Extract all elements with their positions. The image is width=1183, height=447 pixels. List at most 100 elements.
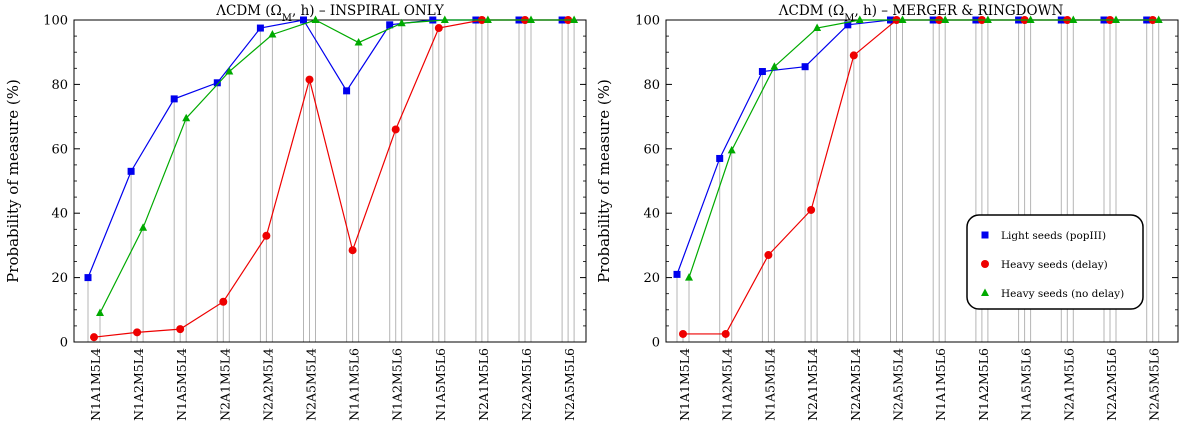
x-category-label: N1A5M5L6 <box>1019 348 1034 421</box>
data-point-triangle <box>96 308 104 317</box>
series-line <box>93 19 569 338</box>
x-category-label: N2A1M5L6 <box>476 348 491 421</box>
data-point-triangle <box>770 62 779 70</box>
data-point-triangle <box>727 145 736 154</box>
data-point-square <box>127 167 135 175</box>
x-category-label: N2A5M5L4 <box>304 348 319 421</box>
data-point-square <box>170 95 178 103</box>
legend-label: Light seeds (popIII) <box>1001 230 1106 242</box>
data-point-triangle <box>354 38 363 46</box>
series-triangle <box>96 15 579 317</box>
chart-title: ΛCDM (ΩM, h) – INSPIRAL ONLY <box>215 3 445 24</box>
series-line <box>99 19 575 314</box>
y-tick-label: 100 <box>635 14 660 29</box>
y-tick-label: 60 <box>643 142 660 157</box>
data-point-triangle <box>311 15 320 23</box>
series-triangle <box>685 15 1163 281</box>
chart-inspiral-only: ΛCDM (ΩM, h) – INSPIRAL ONLY 0 20 40 60 80 100… <box>4 3 587 421</box>
data-point-triangle <box>1112 15 1120 23</box>
series-line <box>87 19 563 278</box>
data-point-triangle <box>483 15 492 23</box>
x-category-label: N1A5M5L6 <box>433 348 448 421</box>
data-point-square <box>386 21 394 29</box>
legend: Light seeds (popIII) Heavy seeds (delay) H… <box>966 214 1144 310</box>
legend-box <box>966 214 1144 310</box>
x-category-label: N2A2M5L6 <box>1104 348 1119 421</box>
data-point-triangle <box>1069 15 1078 23</box>
y-axis: 0 20 40 60 80 100 <box>635 14 1178 351</box>
data-point-triangle <box>182 113 191 122</box>
series-square <box>84 16 566 282</box>
x-category-label: N2A2M5L6 <box>519 348 534 421</box>
x-category-label: N1A1M5L4 <box>677 348 692 421</box>
x-axis: N1A1M5L4 N1A2M5L4 N1A5M5L4 N2A1M5L4 N2A2M5L4… <box>677 348 1162 421</box>
x-category-label: N1A1M5L6 <box>933 348 948 421</box>
data-point-triangle <box>1154 15 1163 23</box>
data-point-triangle <box>397 18 406 27</box>
data-point-circle <box>849 51 858 60</box>
data-point-triangle <box>685 273 693 281</box>
data-point-circle <box>807 205 816 214</box>
data-point-square <box>716 154 724 162</box>
x-category-label: N1A2M5L4 <box>131 348 146 421</box>
y-tick-label: 80 <box>643 78 660 93</box>
legend-marker-circle <box>981 260 989 268</box>
y-tick-label: 20 <box>643 271 660 286</box>
y-tick-label: 40 <box>643 207 660 222</box>
legend-marker-square <box>981 231 989 239</box>
chart-title-prefix: ΛCDM (Ω <box>215 3 281 19</box>
legend-marker-triangle <box>981 288 989 296</box>
data-point-square <box>84 274 92 282</box>
data-point-triangle <box>898 15 907 23</box>
y-axis-label: Probability of measure (%) <box>4 79 22 283</box>
data-point-square <box>300 16 307 24</box>
y-tick-label: 0 <box>60 336 68 351</box>
data-point-triangle <box>855 15 864 23</box>
plot-frame <box>73 19 587 343</box>
chart-title-suffix: , h) – MERGER & RINGDOWN <box>854 3 1063 19</box>
data-point-triangle <box>1026 15 1035 23</box>
data-point-square <box>801 63 809 71</box>
data-point-square <box>673 270 681 278</box>
data-point-circle <box>434 24 443 33</box>
x-category-label: N2A2M5L4 <box>260 348 275 421</box>
data-point-circle <box>721 329 730 338</box>
x-category-label: N1A1M5L4 <box>88 348 103 421</box>
x-category-label: N1A2M5L6 <box>976 348 991 421</box>
data-point-circle <box>90 333 98 342</box>
chart-title-subscript: M <box>282 13 292 24</box>
legend-label: Heavy seeds (delay) <box>1001 259 1108 271</box>
x-axis: N1A1M5L4 N1A2M5L4 N1A5M5L4 N2A1M5L4 N2A2M5L4… <box>88 348 577 421</box>
data-point-triangle <box>440 15 449 23</box>
x-category-label: N2A1M5L4 <box>217 348 232 421</box>
data-point-triangle <box>941 15 950 23</box>
y-tick-label: 60 <box>51 142 68 157</box>
data-point-circle <box>219 297 228 306</box>
x-category-label: N2A1M5L4 <box>805 348 820 421</box>
data-point-circle <box>764 251 773 260</box>
y-axis: 0 20 40 60 80 100 <box>43 14 586 351</box>
data-point-circle <box>391 125 400 134</box>
chart-title: ΛCDM (ΩM, h) – MERGER & RINGDOWN <box>778 3 1064 24</box>
chart-merger-ringdown: ΛCDM (ΩM, h) – MERGER & RINGDOWN 0 20 40 60 8… <box>595 3 1179 421</box>
x-category-label: N1A5M5L4 <box>762 348 777 421</box>
data-point-circle <box>133 328 142 337</box>
data-point-circle <box>176 325 185 334</box>
x-category-label: N2A5M5L6 <box>562 348 577 421</box>
chart-title-subscript: M <box>844 13 854 24</box>
x-category-label: N1A2M5L4 <box>720 348 735 421</box>
y-tick-label: 20 <box>51 271 68 286</box>
y-tick-label: 0 <box>652 336 660 351</box>
y-tick-label: 80 <box>51 78 68 93</box>
data-point-square <box>343 87 351 95</box>
data-point-triangle <box>225 67 234 75</box>
data-point-triangle <box>813 23 822 32</box>
data-point-triangle <box>139 223 148 231</box>
x-category-label: N2A2M5L4 <box>848 348 863 421</box>
data-point-square <box>844 21 852 29</box>
data-point-circle <box>348 246 357 255</box>
data-point-circle <box>305 75 314 84</box>
x-category-label: N2A5M5L6 <box>1147 348 1162 421</box>
y-tick-label: 100 <box>43 14 68 29</box>
